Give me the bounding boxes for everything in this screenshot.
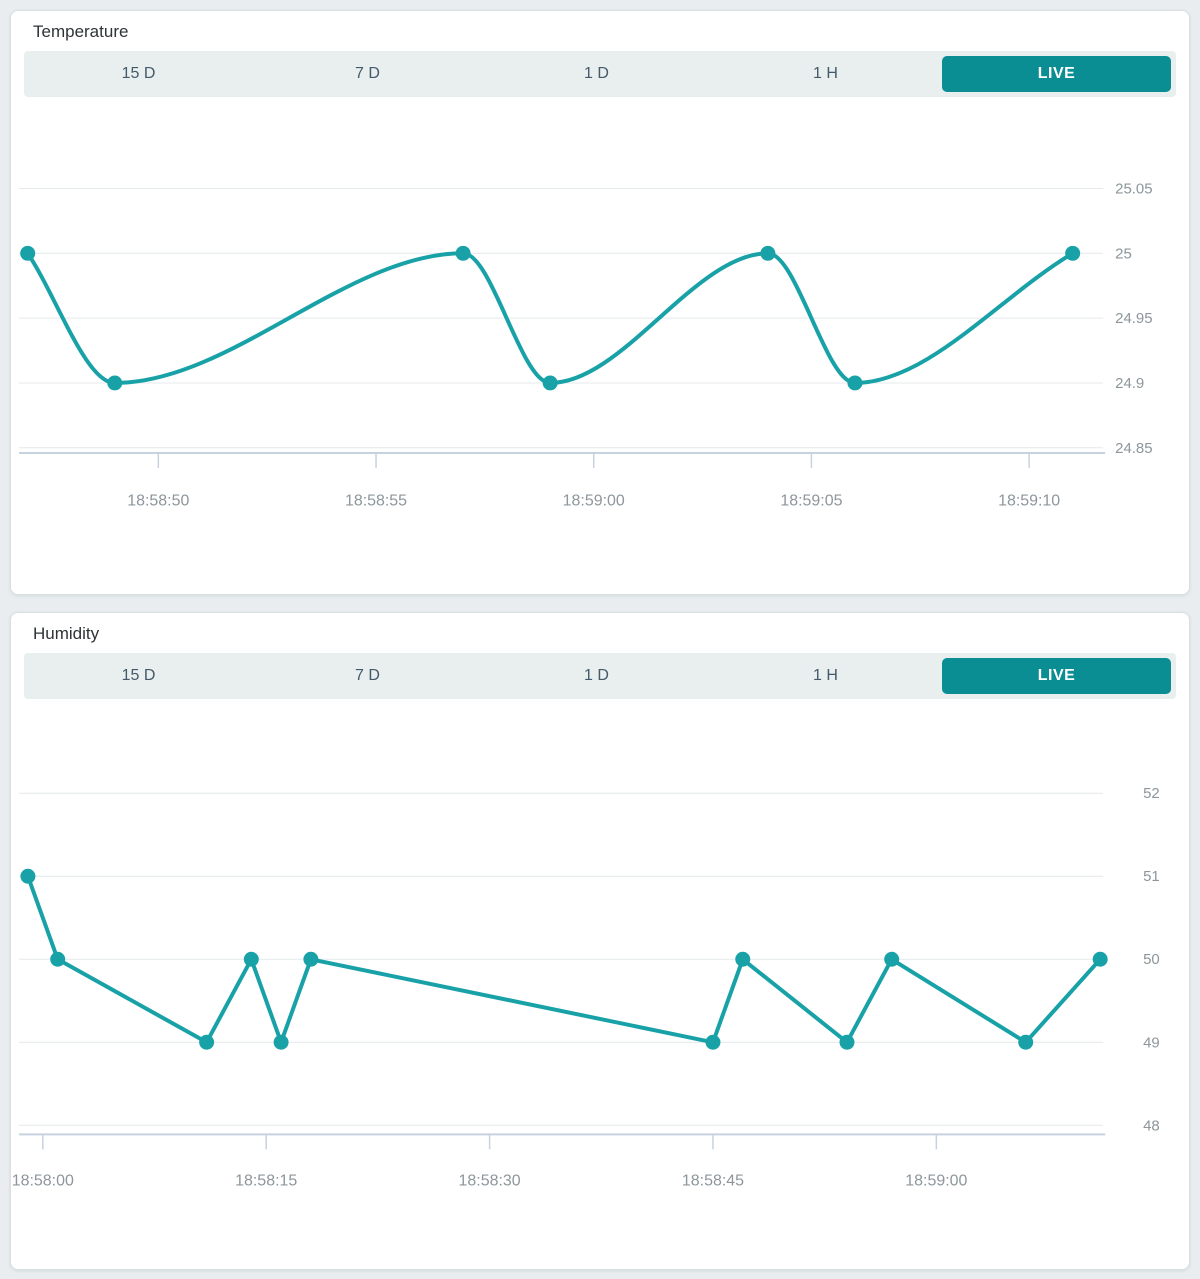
live-button[interactable]: LIVE <box>942 56 1171 92</box>
svg-text:24.95: 24.95 <box>1115 310 1152 327</box>
range-selector: 15 D 7 D 1 D 1 H LIVE <box>24 51 1176 97</box>
svg-text:18:58:45: 18:58:45 <box>682 1172 744 1189</box>
range-option-15d[interactable]: 15 D <box>24 51 253 97</box>
dashboard: Temperature 15 D 7 D 1 D 1 H LIVE 25.05 2… <box>10 10 1190 1270</box>
svg-text:25.05: 25.05 <box>1115 180 1152 197</box>
temperature-panel: Temperature 15 D 7 D 1 D 1 H LIVE 25.05 2… <box>10 10 1190 595</box>
svg-text:18:58:30: 18:58:30 <box>459 1172 521 1189</box>
svg-text:18:59:10: 18:59:10 <box>998 492 1060 509</box>
svg-text:18:59:00: 18:59:00 <box>563 492 625 509</box>
svg-text:52: 52 <box>1143 785 1160 802</box>
svg-text:49: 49 <box>1143 1034 1160 1051</box>
range-option-1d[interactable]: 1 D <box>482 51 711 97</box>
svg-text:18:59:05: 18:59:05 <box>780 492 842 509</box>
svg-text:24.85: 24.85 <box>1115 440 1152 457</box>
range-option-7d[interactable]: 7 D <box>253 51 482 97</box>
svg-text:18:58:55: 18:58:55 <box>345 492 407 509</box>
svg-text:18:58:15: 18:58:15 <box>235 1172 297 1189</box>
live-button[interactable]: LIVE <box>942 658 1171 694</box>
svg-text:18:59:00: 18:59:00 <box>905 1172 967 1189</box>
range-option-15d[interactable]: 15 D <box>24 653 253 699</box>
humidity-panel: Humidity 15 D 7 D 1 D 1 H LIVE 52 51 50 49 4… <box>10 612 1190 1270</box>
panel-title: Temperature <box>33 22 129 41</box>
svg-text:18:58:00: 18:58:00 <box>12 1172 74 1189</box>
panel-title: Humidity <box>33 624 100 643</box>
range-option-7d[interactable]: 7 D <box>253 653 482 699</box>
svg-text:24.9: 24.9 <box>1115 375 1144 392</box>
svg-text:25: 25 <box>1115 245 1132 262</box>
range-option-1h[interactable]: 1 H <box>711 653 940 699</box>
svg-text:48: 48 <box>1143 1117 1160 1134</box>
svg-text:50: 50 <box>1143 951 1160 968</box>
range-option-1h[interactable]: 1 H <box>711 51 940 97</box>
svg-text:18:58:50: 18:58:50 <box>127 492 189 509</box>
range-selector: 15 D 7 D 1 D 1 H LIVE <box>24 653 1176 699</box>
temperature-chart[interactable]: 25.05 25 24.95 24.9 24.85 18:58:50 18:58:55 18:… <box>11 11 1189 594</box>
range-option-1d[interactable]: 1 D <box>482 653 711 699</box>
humidity-chart[interactable]: 52 51 50 49 48 18:58:00 18:58:15 18:58:30 18:58:… <box>11 613 1189 1269</box>
svg-text:51: 51 <box>1143 868 1160 885</box>
